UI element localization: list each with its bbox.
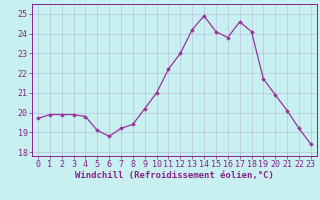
X-axis label: Windchill (Refroidissement éolien,°C): Windchill (Refroidissement éolien,°C) — [75, 171, 274, 180]
